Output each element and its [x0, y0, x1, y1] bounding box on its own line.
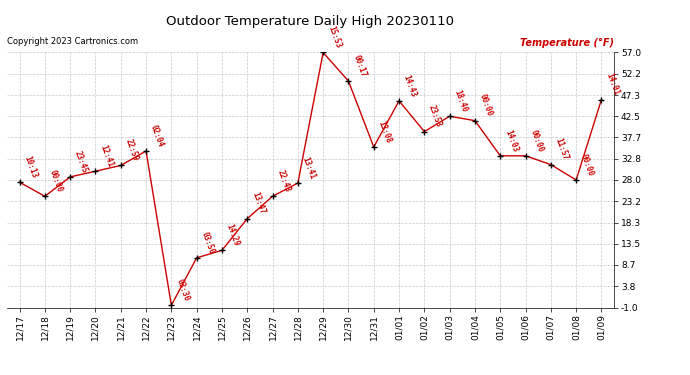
- Text: 22:43: 22:43: [275, 169, 292, 194]
- Text: 13:41: 13:41: [301, 156, 317, 180]
- Text: 03:30: 03:30: [174, 278, 190, 303]
- Text: 00:00: 00:00: [477, 93, 494, 118]
- Text: 22:59: 22:59: [124, 138, 140, 163]
- Text: 12:41: 12:41: [98, 144, 115, 168]
- Text: 14:01: 14:01: [604, 72, 620, 97]
- Text: 11:57: 11:57: [553, 137, 570, 162]
- Text: 13:08: 13:08: [377, 120, 393, 144]
- Text: 00:00: 00:00: [579, 152, 595, 177]
- Text: 10:13: 10:13: [22, 154, 39, 179]
- Text: 00:00: 00:00: [529, 128, 544, 153]
- Text: 13:47: 13:47: [250, 191, 266, 216]
- Text: 00:00: 00:00: [48, 169, 64, 194]
- Text: Copyright 2023 Cartronics.com: Copyright 2023 Cartronics.com: [7, 38, 138, 46]
- Text: 14:29: 14:29: [225, 223, 241, 248]
- Text: Outdoor Temperature Daily High 20230110: Outdoor Temperature Daily High 20230110: [166, 15, 455, 28]
- Text: Temperature (°F): Temperature (°F): [520, 38, 614, 48]
- Text: 00:17: 00:17: [351, 54, 368, 78]
- Text: 02:04: 02:04: [149, 123, 165, 148]
- Text: 23:45: 23:45: [73, 149, 89, 174]
- Text: 15:53: 15:53: [326, 25, 342, 50]
- Text: 14:03: 14:03: [503, 128, 520, 153]
- Text: 23:53: 23:53: [427, 104, 444, 129]
- Text: 18:40: 18:40: [453, 88, 469, 114]
- Text: 14:43: 14:43: [402, 73, 418, 98]
- Text: 03:50: 03:50: [199, 230, 216, 255]
